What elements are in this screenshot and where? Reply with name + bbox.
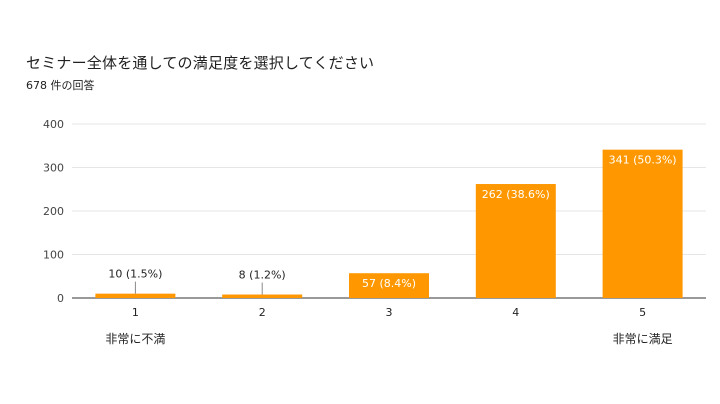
- response-count: 678 件の回答: [26, 79, 95, 92]
- y-tick-label: 300: [43, 162, 64, 175]
- y-tick-label: 200: [43, 205, 64, 218]
- x-tick-label: 1: [132, 306, 139, 319]
- data-label: 341 (50.3%): [609, 154, 677, 167]
- data-label: 10 (1.5%): [108, 268, 162, 281]
- data-label: 57 (8.4%): [362, 277, 416, 290]
- scale-low-label: 非常に不満: [105, 332, 165, 346]
- chart-title: セミナー全体を通しての満足度を選択してください: [26, 54, 375, 72]
- y-tick-label: 400: [43, 118, 64, 131]
- x-tick-label: 5: [639, 306, 646, 319]
- y-tick-label: 0: [57, 292, 64, 305]
- data-label: 262 (38.6%): [482, 188, 550, 201]
- x-tick-label: 3: [386, 306, 393, 319]
- y-tick-label: 100: [43, 249, 64, 262]
- bar: [475, 184, 556, 298]
- bar: [222, 294, 303, 298]
- bar: [349, 273, 429, 298]
- scale-high-label: 非常に満足: [613, 332, 673, 346]
- bar: [95, 293, 176, 298]
- data-label: 8 (1.2%): [239, 269, 286, 282]
- x-tick-label: 4: [512, 306, 519, 319]
- x-tick-label: 2: [259, 306, 266, 319]
- bar: [602, 149, 683, 298]
